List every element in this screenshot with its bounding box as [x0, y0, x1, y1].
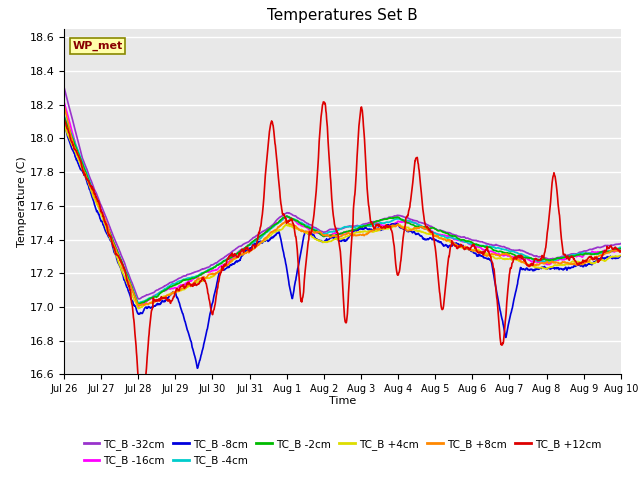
TC_B -16cm: [378, 222, 385, 228]
TC_B -4cm: [318, 231, 326, 237]
TC_B -8cm: [617, 253, 625, 259]
Title: Temperatures Set B: Temperatures Set B: [267, 9, 418, 24]
Y-axis label: Temperature (C): Temperature (C): [17, 156, 27, 247]
TC_B -4cm: [60, 113, 68, 119]
TC_B -8cm: [103, 231, 111, 237]
TC_B +12cm: [103, 225, 111, 231]
TC_B -32cm: [297, 216, 305, 222]
TC_B -16cm: [318, 233, 326, 239]
TC_B -2cm: [308, 227, 316, 232]
TC_B -2cm: [378, 217, 385, 223]
TC_B +4cm: [378, 226, 385, 232]
TC_B -8cm: [297, 251, 305, 256]
TC_B -2cm: [103, 224, 111, 229]
TC_B +8cm: [297, 228, 305, 233]
X-axis label: Time: Time: [329, 396, 356, 406]
Line: TC_B -32cm: TC_B -32cm: [64, 87, 621, 299]
TC_B -8cm: [126, 292, 134, 298]
TC_B -4cm: [135, 300, 143, 306]
TC_B +4cm: [134, 306, 142, 312]
TC_B +8cm: [126, 280, 134, 286]
TC_B -4cm: [617, 245, 625, 251]
TC_B -2cm: [318, 232, 326, 238]
Line: TC_B +4cm: TC_B +4cm: [64, 124, 621, 309]
TC_B +4cm: [617, 252, 625, 258]
TC_B -16cm: [617, 247, 625, 253]
TC_B +12cm: [320, 99, 328, 105]
TC_B -4cm: [126, 279, 134, 285]
Line: TC_B +12cm: TC_B +12cm: [64, 102, 621, 406]
TC_B -16cm: [103, 222, 111, 228]
TC_B +8cm: [318, 231, 326, 237]
Legend: TC_B -32cm, TC_B -16cm, TC_B -8cm, TC_B -4cm, TC_B -2cm, TC_B +4cm, TC_B +8cm, T: TC_B -32cm, TC_B -16cm, TC_B -8cm, TC_B …: [79, 435, 605, 470]
TC_B -16cm: [134, 303, 142, 309]
TC_B -32cm: [60, 84, 68, 90]
TC_B -4cm: [308, 225, 316, 231]
TC_B -32cm: [126, 275, 134, 280]
Line: TC_B +8cm: TC_B +8cm: [64, 106, 621, 306]
TC_B +8cm: [60, 103, 68, 108]
TC_B -32cm: [103, 217, 111, 223]
TC_B -16cm: [60, 98, 68, 104]
TC_B +12cm: [60, 116, 68, 122]
TC_B +4cm: [318, 239, 326, 245]
TC_B +8cm: [103, 222, 111, 228]
TC_B +4cm: [60, 121, 68, 127]
TC_B -32cm: [617, 240, 625, 246]
TC_B -2cm: [126, 280, 134, 286]
TC_B -8cm: [193, 365, 201, 371]
TC_B -2cm: [617, 246, 625, 252]
TC_B -32cm: [378, 217, 385, 223]
TC_B -4cm: [103, 223, 111, 229]
TC_B -2cm: [297, 221, 305, 227]
Line: TC_B -8cm: TC_B -8cm: [64, 125, 621, 368]
TC_B -16cm: [297, 222, 305, 228]
TC_B +12cm: [297, 295, 305, 301]
TC_B +4cm: [126, 286, 134, 292]
TC_B -8cm: [60, 122, 68, 128]
TC_B +8cm: [617, 248, 625, 254]
TC_B +8cm: [378, 226, 385, 231]
Text: WP_met: WP_met: [72, 41, 123, 51]
TC_B +12cm: [138, 403, 146, 409]
TC_B -16cm: [126, 280, 134, 286]
TC_B -4cm: [378, 220, 385, 226]
TC_B -2cm: [60, 114, 68, 120]
TC_B +12cm: [126, 286, 134, 292]
TC_B +12cm: [617, 248, 625, 254]
Line: TC_B -2cm: TC_B -2cm: [64, 117, 621, 304]
Line: TC_B -16cm: TC_B -16cm: [64, 101, 621, 306]
TC_B +4cm: [297, 227, 305, 233]
TC_B +4cm: [103, 228, 111, 234]
TC_B +4cm: [308, 234, 316, 240]
TC_B -8cm: [318, 239, 326, 244]
TC_B +12cm: [318, 105, 326, 110]
TC_B +8cm: [135, 303, 143, 309]
TC_B -16cm: [308, 228, 316, 234]
TC_B +12cm: [378, 225, 385, 231]
TC_B -8cm: [308, 231, 316, 237]
TC_B +8cm: [308, 228, 316, 234]
TC_B -32cm: [308, 223, 316, 228]
TC_B -8cm: [378, 227, 385, 233]
TC_B -4cm: [297, 220, 305, 226]
TC_B -32cm: [135, 296, 143, 302]
TC_B +12cm: [308, 225, 316, 230]
TC_B -2cm: [134, 301, 142, 307]
Line: TC_B -4cm: TC_B -4cm: [64, 116, 621, 303]
TC_B -32cm: [318, 228, 326, 234]
